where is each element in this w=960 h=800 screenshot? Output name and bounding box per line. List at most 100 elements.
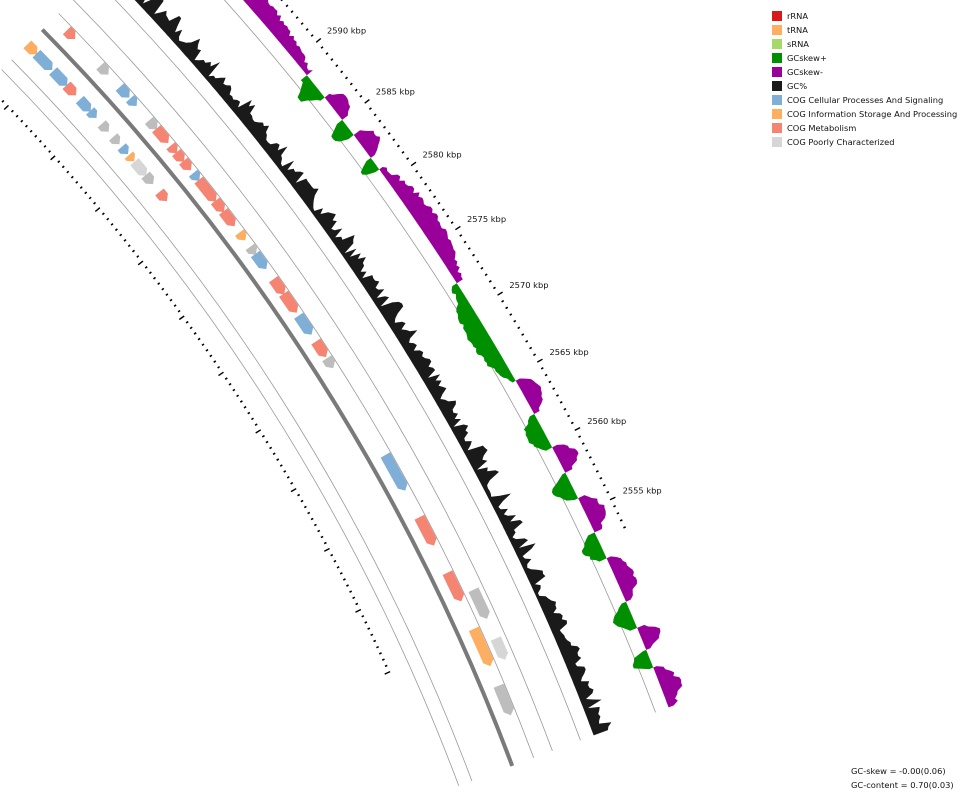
inner-tick [24, 124, 28, 128]
inner-tick [201, 343, 205, 347]
ring-line-5 [223, 0, 656, 713]
inner-tick [265, 440, 269, 444]
inner-tick [106, 217, 110, 221]
swatch-cog-poor [772, 137, 782, 147]
gc-skew-segment-2 [324, 93, 351, 120]
gene-feature-b2 [442, 570, 464, 602]
inner-tick [228, 382, 232, 386]
inner-tick [110, 222, 114, 226]
inner-tick [70, 175, 74, 179]
swatch-cog-information [772, 109, 782, 119]
inner-tick [165, 293, 169, 297]
outer-tick [613, 504, 617, 508]
inner-tick [1, 99, 5, 103]
inner-tick [50, 155, 56, 161]
inner-tick [197, 337, 201, 341]
gene-feature-22 [188, 169, 201, 181]
gene-feature-b3 [468, 626, 494, 667]
inner-tick [323, 541, 327, 545]
legend-item-srna: sRNA [772, 37, 957, 51]
swatch-srna [772, 39, 782, 49]
inner-tick [153, 276, 156, 280]
inner-tick [255, 429, 262, 434]
outer-tick [476, 260, 480, 263]
inner-tick [355, 602, 359, 606]
inner-tick [15, 114, 19, 118]
outer-tick [433, 195, 437, 199]
outer-tick [585, 449, 589, 452]
legend-item-gcskew-plus: GCskew+ [772, 51, 957, 65]
inner-tick [137, 260, 144, 266]
gc-skew-segment-11 [551, 472, 579, 501]
inner-tick [239, 400, 243, 403]
inner-tick [48, 150, 52, 153]
gc-skew-segment-1 [297, 75, 325, 102]
outer-tick [441, 208, 445, 212]
inner-tick [297, 493, 301, 497]
outer-tick [359, 94, 363, 98]
inner-tick [364, 621, 368, 624]
ring-line-2 [58, 13, 535, 758]
outer-tick [463, 240, 467, 244]
outer-tick [521, 333, 525, 336]
gc-skew-segment-16 [637, 624, 661, 650]
outer-tick [415, 169, 419, 173]
inner-tick [303, 505, 307, 509]
tick-label-2590: 2590 kbp [327, 25, 366, 35]
gene-feature-6 [97, 120, 110, 132]
gene-feature-15 [115, 83, 130, 98]
inner-tick [10, 109, 14, 113]
outer-tick [616, 512, 620, 515]
inner-tick [346, 584, 349, 587]
inner-tick [254, 423, 258, 426]
gene-feature-11 [141, 171, 155, 185]
outer-tick [320, 46, 324, 49]
gene-feature-0 [23, 40, 38, 55]
outer-tick [285, 4, 289, 8]
outer-tick [525, 339, 529, 343]
inner-tick [209, 354, 213, 358]
outer-tick [480, 266, 484, 270]
outer-tick [300, 22, 304, 26]
outer-tick [556, 394, 559, 397]
inner-tick [307, 511, 311, 515]
legend-item-gcskew-minus: GCskew- [772, 65, 957, 79]
inner-tick [290, 481, 294, 485]
outer-tick [509, 313, 513, 316]
inner-tick [127, 244, 131, 248]
outer-tick [335, 64, 339, 68]
swatch-cog-cellular [772, 95, 782, 105]
gc-skew-segment-15 [613, 601, 638, 631]
inner-tick [276, 458, 280, 461]
gene-feature-4 [75, 95, 92, 112]
outer-tick [623, 526, 627, 529]
ring-line-0 [1, 69, 460, 787]
gene-feature-24 [210, 197, 225, 213]
gene-feature-32 [311, 338, 328, 358]
legend-item-rrna: rRNA [772, 9, 957, 23]
gc-skew-segment-7 [451, 283, 516, 383]
outer-tick [540, 367, 544, 370]
inner-tick [352, 596, 356, 600]
inner-tick [79, 186, 83, 189]
outer-tick [401, 150, 405, 154]
outer-tick [419, 176, 423, 180]
inner-tick [114, 228, 118, 232]
inner-tick [272, 452, 276, 456]
outer-tick [602, 483, 606, 487]
outer-tick [305, 28, 309, 31]
gene-feature-18 [152, 125, 170, 143]
outer-tick [606, 490, 610, 494]
inner-tick [3, 104, 9, 111]
tick-label-2585: 2585 kbp [376, 87, 415, 97]
inner-tick [339, 572, 343, 575]
outer-tick [567, 414, 571, 418]
outer-tick [548, 380, 552, 384]
inner-tick [247, 411, 251, 415]
inner-tick [20, 119, 24, 123]
inner-tick [300, 499, 304, 503]
inner-tick [232, 388, 236, 392]
inner-tick [217, 365, 221, 369]
outer-tick [501, 299, 505, 303]
